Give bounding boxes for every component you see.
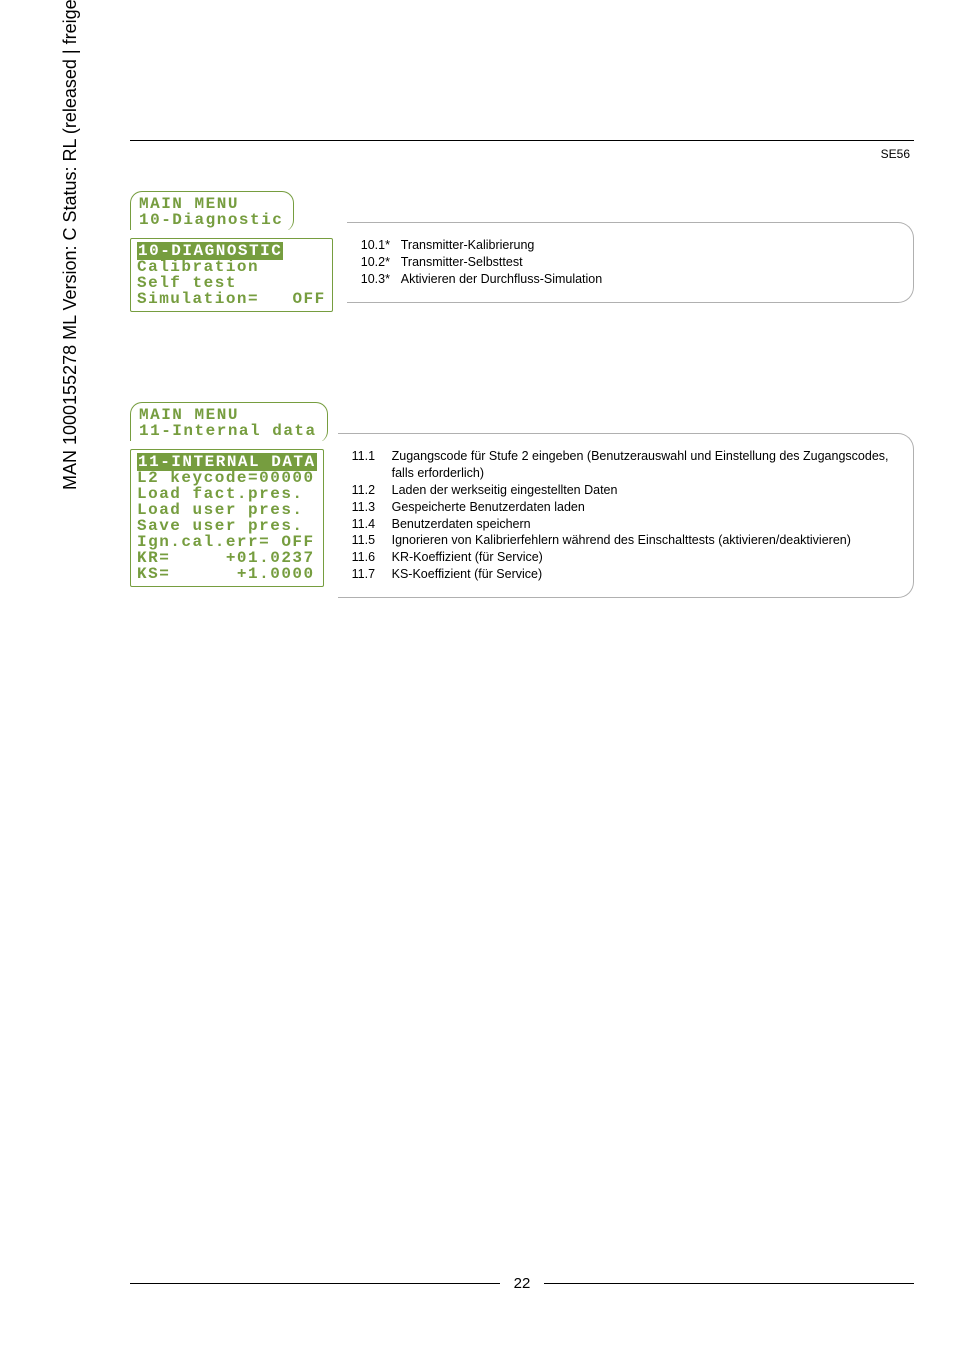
lcd-tab-10-line2: 10-Diagnostic xyxy=(139,212,283,228)
desc-11-3: 11.3Gespeicherte Benutzerdaten laden xyxy=(352,499,899,516)
page: MAN 1000155278 ML Version: C Status: RL … xyxy=(0,0,954,1352)
desc-panel-10: 10.1*Transmitter-Kalibrierung 10.2*Trans… xyxy=(347,222,914,303)
section-11: MAIN MENU 11-Internal data 11-INTERNAL D… xyxy=(130,402,914,598)
panel-row-10: 10-DIAGNOSTIC Calibration Self test Simu… xyxy=(130,232,914,312)
lcd-box-11-l2: L2 keycode=00000 xyxy=(137,470,317,486)
top-rule xyxy=(130,140,914,141)
lcd-box-10-l4: Simulation= OFF xyxy=(137,291,326,307)
footer-line-left xyxy=(130,1283,500,1284)
section-10: MAIN MENU 10-Diagnostic 10-DIAGNOSTIC Ca… xyxy=(130,191,914,312)
desc-10-2: 10.2*Transmitter-Selbsttest xyxy=(361,254,899,271)
lcd-box-11-l5: Save user pres. xyxy=(137,518,317,534)
desc-11-4: 11.4Benutzerdaten speichern xyxy=(352,516,899,533)
page-number: 22 xyxy=(500,1275,545,1292)
footer-line-right xyxy=(544,1283,914,1284)
footer: 22 xyxy=(130,1275,914,1292)
lcd-box-10-hl: 10-DIAGNOSTIC xyxy=(137,243,326,259)
side-metadata-text: MAN 1000155278 ML Version: C Status: RL … xyxy=(60,0,81,490)
desc-panel-11: 11.1Zugangscode für Stufe 2 eingeben (Be… xyxy=(338,433,914,598)
lcd-box-11-l8: KS= +1.0000 xyxy=(137,566,317,582)
lcd-tab-10: MAIN MENU 10-Diagnostic xyxy=(130,191,294,232)
lcd-box-10-l2: Calibration xyxy=(137,259,326,275)
desc-11-2: 11.2Laden der werkseitig eingestellten D… xyxy=(352,482,899,499)
desc-10-1: 10.1*Transmitter-Kalibrierung xyxy=(361,237,899,254)
lcd-box-11-l3: Load fact.pres. xyxy=(137,486,317,502)
lcd-tab-11: MAIN MENU 11-Internal data xyxy=(130,402,328,443)
lcd-box-11-hl: 11-INTERNAL DATA xyxy=(137,454,317,470)
panel-row-11: 11-INTERNAL DATA L2 keycode=00000 Load f… xyxy=(130,443,914,598)
lcd-box-10-l3: Self test xyxy=(137,275,326,291)
lcd-box-11-l7: KR= +01.0237 xyxy=(137,550,317,566)
lcd-box-11-l6: Ign.cal.err= OFF xyxy=(137,534,317,550)
content-area: SE56 MAIN MENU 10-Diagnostic 10-DIAGNOST… xyxy=(130,140,914,688)
desc-10-3: 10.3*Aktivieren der Durchfluss-Simulatio… xyxy=(361,271,899,288)
desc-11-7: 11.7KS-Koeffizient (für Service) xyxy=(352,566,899,583)
lcd-box-11: 11-INTERNAL DATA L2 keycode=00000 Load f… xyxy=(130,449,324,587)
lcd-box-11-l4: Load user pres. xyxy=(137,502,317,518)
lcd-box-10: 10-DIAGNOSTIC Calibration Self test Simu… xyxy=(130,238,333,312)
lcd-tab-11-line2: 11-Internal data xyxy=(139,423,317,439)
lcd-tab-11-line1: MAIN MENU xyxy=(139,407,317,423)
desc-11-1: 11.1Zugangscode für Stufe 2 eingeben (Be… xyxy=(352,448,899,482)
header-code: SE56 xyxy=(130,147,914,161)
lcd-tab-10-line1: MAIN MENU xyxy=(139,196,283,212)
desc-11-5: 11.5Ignorieren von Kalibrierfehlern währ… xyxy=(352,532,899,549)
desc-11-6: 11.6KR-Koeffizient (für Service) xyxy=(352,549,899,566)
